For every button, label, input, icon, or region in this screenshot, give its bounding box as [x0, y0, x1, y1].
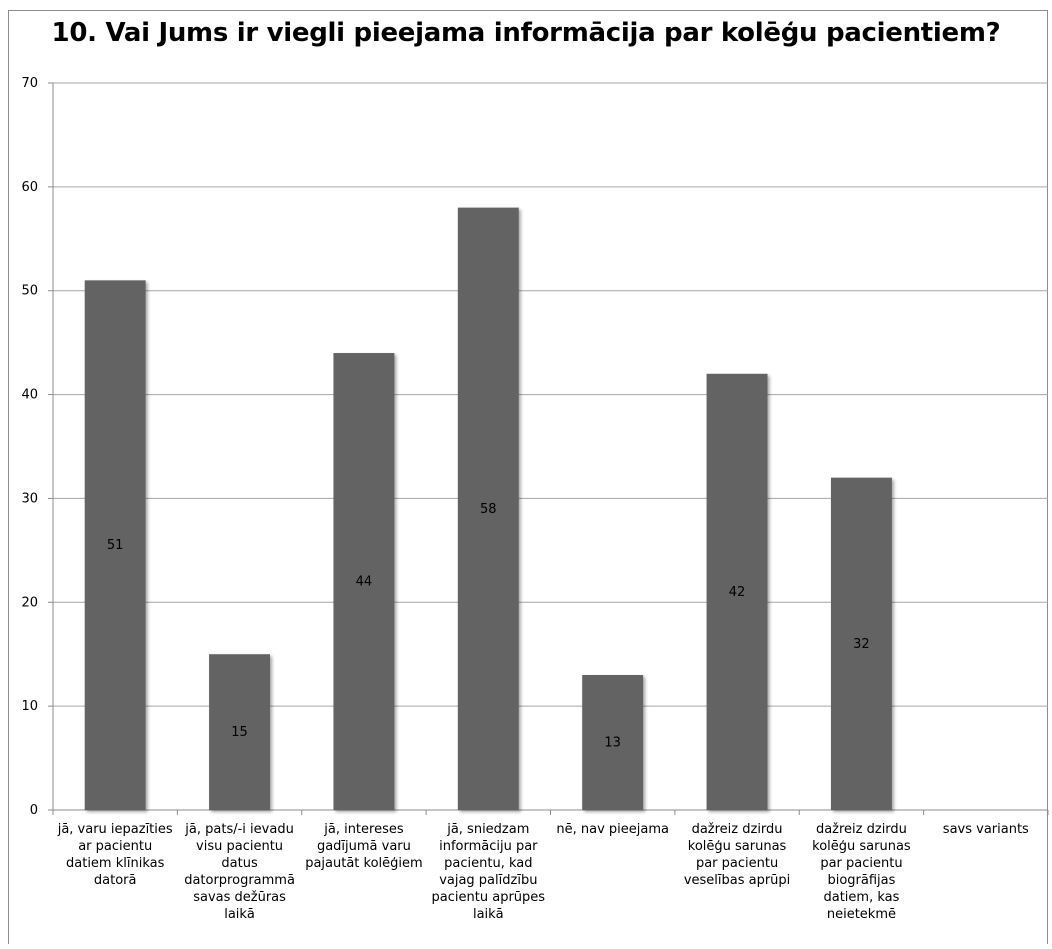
bar: [209, 654, 271, 810]
gridlines: [53, 82, 1048, 707]
category-label-line: savs variants: [943, 822, 1029, 837]
category-label-line: kolēģu sarunas: [812, 839, 911, 854]
category-label: jā, pats/-i ievadu visu pacientu datus dato…: [184, 822, 295, 922]
category-label: jā, varu iepazīties ar pacientu datiem klī…: [57, 822, 173, 888]
category-label-line: datus: [221, 856, 258, 871]
category-label-line: dažreiz dzirdu: [816, 822, 907, 837]
category-label: jā, intereses gadījumā varu pajautāt kolēģ…: [305, 822, 422, 871]
bar: [84, 280, 146, 810]
chart-title: 10. Vai Jums ir viegli pieejama informāc…: [51, 18, 1001, 48]
category-label-line: gadījumā varu: [317, 839, 411, 854]
category-label-line: laikā: [224, 907, 255, 922]
category-label-line: kolēģu sarunas: [688, 839, 787, 854]
y-tick-label: 20: [21, 595, 38, 610]
data-label: 44: [356, 575, 373, 590]
category-label-line: jā, varu iepazīties: [57, 822, 173, 837]
category-label-line: pacientu, kad: [444, 856, 532, 871]
y-tick-label: 60: [21, 180, 38, 195]
category-label-line: datiem, kas: [823, 890, 899, 905]
category-label-line: nē, nav pieejama: [556, 822, 669, 837]
category-label: savs variants: [943, 822, 1029, 837]
category-label-line: pajautāt kolēģiem: [305, 856, 422, 871]
bar: [830, 477, 892, 810]
data-label: 51: [107, 538, 124, 553]
y-tick-label: 30: [21, 491, 38, 506]
data-label: 13: [604, 735, 621, 750]
category-label: jā, sniedzam informāciju par pacientu, kad…: [432, 822, 546, 922]
category-label-line: vajag palīdzību: [439, 873, 537, 888]
y-tick-label: 40: [21, 388, 38, 403]
category-label: nē, nav pieejama: [556, 822, 669, 837]
data-label: 42: [729, 585, 746, 600]
data-label: 32: [853, 637, 870, 652]
category-label-line: par pacientu: [696, 856, 778, 871]
bar: [706, 373, 768, 810]
category-label-line: savas dežūras: [193, 890, 286, 905]
category-label-line: par pacientu: [820, 856, 902, 871]
labels: 51 jā, varu iepazīties ar pacientu datiem k…: [57, 502, 1029, 922]
category-label-line: neietekmē: [827, 907, 896, 922]
y-tick-label: 0: [30, 803, 38, 818]
bar: [457, 207, 519, 811]
axes: 0 10 20 30 40 50 60 70: [21, 76, 1049, 818]
category-label-line: laikā: [473, 907, 504, 922]
bars: [84, 207, 892, 811]
category-label-line: visu pacientu: [196, 839, 283, 854]
category-label-line: pacientu aprūpes: [432, 890, 546, 905]
category-label-line: datorprogrammā: [184, 873, 295, 888]
bar: [582, 674, 644, 810]
bar: [333, 353, 395, 810]
category-label-line: dažreiz dzirdu: [692, 822, 783, 837]
y-tick-label: 10: [21, 699, 38, 714]
y-tick-label: 50: [21, 284, 38, 299]
data-label: 15: [231, 725, 248, 740]
category-label-line: ar pacientu: [78, 839, 152, 854]
y-tick-label: 70: [21, 76, 38, 91]
category-label-line: datorā: [94, 873, 137, 888]
category-label-line: jā, intereses: [323, 822, 404, 837]
category-label-line: jā, sniedzam: [446, 822, 529, 837]
category-label: dažreiz dzirdu kolēģu sarunas par pacientu…: [812, 822, 911, 922]
category-label-line: jā, pats/-i ievadu: [184, 822, 294, 837]
category-label: dažreiz dzirdu kolēģu sarunas par pacientu…: [684, 822, 790, 888]
category-label-line: veselības aprūpi: [684, 873, 790, 888]
category-label-line: datiem klīnikas: [66, 856, 165, 871]
data-label: 58: [480, 502, 497, 517]
category-label-line: biogrāfijas: [827, 873, 895, 888]
category-label-line: informāciju par: [439, 839, 538, 854]
